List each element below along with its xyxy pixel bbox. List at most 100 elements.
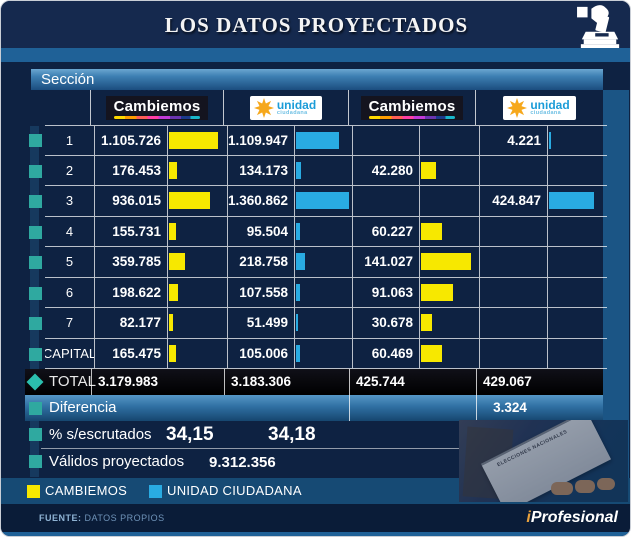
value-bar	[169, 283, 178, 301]
section-label: Sección	[41, 71, 95, 88]
value-bar	[296, 161, 302, 179]
table-row: 1 1.105.726 1.109.947 4.221	[25, 125, 607, 156]
cambiemos-logo: Cambiemos	[360, 95, 464, 120]
value-cell: 134.173	[228, 155, 295, 185]
header-unidad-1: unidad ciudadana	[224, 90, 349, 125]
row-label: 1	[45, 126, 95, 155]
value-bar	[169, 131, 218, 149]
bar-cell	[168, 247, 228, 277]
bar-cell	[295, 216, 353, 246]
value-cell: 176.453	[95, 155, 168, 185]
value-bar	[421, 222, 443, 240]
total-value-4: 429.067	[483, 374, 532, 389]
row-bullet	[29, 256, 42, 269]
value-bar	[421, 314, 432, 332]
value-cell: 107.558	[228, 277, 295, 307]
value-cell: 4.221	[480, 126, 548, 155]
table-row: 5 359.785 218.758 141.027	[25, 247, 607, 278]
total-value-3: 425.744	[356, 374, 405, 389]
value-cell: 60.227	[353, 216, 420, 246]
row-label: 7	[45, 308, 95, 338]
diferencia-value: 3.324	[493, 400, 527, 415]
bar-cell	[295, 338, 353, 368]
value-cell: 1.105.726	[95, 126, 168, 155]
value-cell: 424.847	[480, 186, 548, 216]
row-bullet	[29, 134, 42, 147]
bar-cell	[548, 339, 607, 369]
value-cell: 218.758	[228, 247, 295, 277]
party-header-row: Cambiemos unidad ciudadana	[41, 90, 603, 125]
value-bar	[296, 344, 301, 362]
cambiemos-rainbow-stripe	[368, 115, 456, 119]
hand	[575, 480, 595, 493]
total-label: TOTAL	[49, 373, 96, 390]
table-row: 7 82.177 51.499 30.678	[25, 308, 607, 339]
bar-cell	[548, 308, 607, 338]
value-cell: 105.006	[228, 338, 295, 368]
value-bar	[169, 192, 211, 210]
row-label: CAPITAL	[45, 338, 95, 368]
legend-label-cambiemos: CAMBIEMOS	[45, 483, 128, 498]
right-accent-band	[603, 90, 629, 478]
cambiemos-rainbow-stripe	[113, 115, 201, 119]
value-bar	[296, 222, 300, 240]
brand-logo: iProfesional	[526, 509, 618, 526]
hand	[597, 478, 615, 490]
value-cell	[480, 277, 548, 307]
value-cell: 91.063	[353, 277, 420, 307]
value-bar	[421, 161, 436, 179]
ballot-box-icon	[577, 5, 620, 48]
escrutados-value-2: 34,18	[268, 424, 316, 445]
section-header-bar: Sección	[31, 69, 603, 90]
value-cell	[480, 308, 548, 338]
value-bar	[169, 161, 177, 179]
value-bar	[169, 314, 173, 332]
row-bullet	[29, 225, 42, 239]
header-spacer	[41, 90, 91, 125]
value-bar	[421, 283, 454, 301]
bar-cell	[420, 308, 480, 338]
footer-bar: FUENTE: DATOS PROPIOS iProfesional	[1, 504, 630, 532]
header-cambiemos-2: Cambiemos	[349, 90, 476, 125]
bar-cell	[168, 216, 228, 246]
bar-cell	[295, 308, 353, 338]
row-label: 6	[45, 277, 95, 307]
photo-tint-overlay	[459, 420, 628, 502]
value-cell: 60.469	[353, 338, 420, 368]
validos-label: Válidos proyectados	[49, 453, 185, 470]
sun-icon	[507, 97, 528, 118]
bar-cell	[420, 216, 480, 246]
bar-cell	[420, 338, 480, 368]
bar-cell	[548, 278, 607, 308]
value-cell: 141.027	[353, 247, 420, 277]
value-cell: 165.475	[95, 338, 168, 368]
validos-value: 9.312.356	[209, 454, 276, 471]
bar-cell	[548, 247, 607, 277]
bar-cell	[295, 155, 353, 185]
bar-cell	[295, 277, 353, 307]
value-cell: 42.280	[353, 155, 420, 185]
table-row: 2 176.453 134.173 42.280	[25, 155, 607, 186]
value-cell	[353, 126, 420, 155]
value-bar	[296, 253, 305, 271]
value-cell: 51.499	[228, 308, 295, 338]
bar-cell	[295, 247, 353, 277]
value-bar	[296, 314, 298, 332]
row-bullet	[29, 428, 42, 441]
value-cell: 359.785	[95, 247, 168, 277]
value-bar	[549, 192, 594, 210]
legend-label-unidad: UNIDAD CIUDADANA	[167, 483, 302, 498]
total-diamond-icon	[26, 373, 44, 391]
bar-cell	[420, 126, 480, 155]
title-bar: LOS DATOS PROYECTADOS	[1, 1, 630, 48]
bar-cell	[168, 126, 228, 155]
value-cell	[480, 338, 548, 368]
bottom-blue-strip	[1, 532, 630, 536]
value-cell: 155.731	[95, 216, 168, 246]
unidad-ciudadana-logo: unidad ciudadana	[503, 95, 576, 120]
row-bullet	[29, 195, 42, 208]
value-cell: 1.360.862	[228, 186, 295, 216]
bar-cell	[168, 186, 228, 216]
row-bullet	[29, 286, 42, 300]
